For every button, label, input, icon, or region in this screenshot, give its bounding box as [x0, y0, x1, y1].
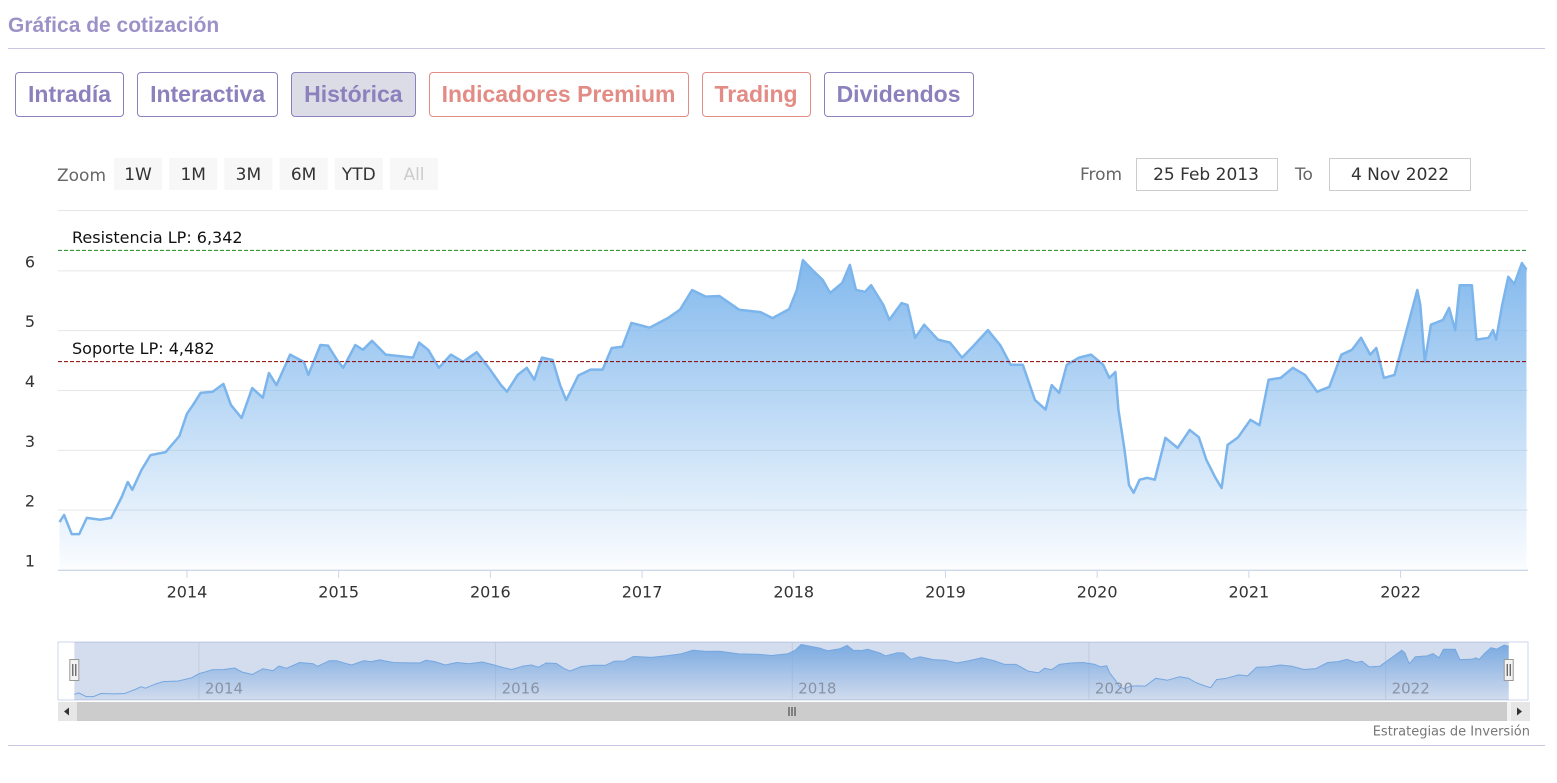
zoom-button-label: 3M: [236, 165, 261, 185]
y-tick-label: 2: [25, 492, 35, 511]
navigator-tick-label: 2014: [205, 680, 243, 698]
page-title: Gráfica de cotización: [8, 14, 220, 37]
to-date: 4 Nov 2022: [1351, 165, 1449, 185]
zoom-button-bg: [114, 158, 162, 190]
x-tick-label: 2021: [1229, 583, 1270, 602]
tab[interactable]: Dividendos: [823, 72, 974, 117]
y-tick-label: 3: [25, 432, 35, 451]
tab[interactable]: Trading: [701, 72, 811, 117]
navigator-handle[interactable]: [1503, 659, 1514, 681]
y-tick-label: 6: [25, 252, 35, 271]
zoom-button-label: 1M: [180, 165, 205, 185]
zoom-button-bg: [334, 158, 383, 190]
zoom-button-bg: [169, 158, 218, 190]
tab[interactable]: Indicadores Premium: [428, 72, 689, 117]
navigator-line: [74, 644, 1509, 698]
x-tick-label: 2022: [1380, 583, 1421, 602]
navigator-tick-label: 2016: [502, 680, 540, 698]
x-tick-label: 2017: [622, 583, 663, 602]
from-date: 25 Feb 2013: [1153, 165, 1259, 185]
from-label: From: [1080, 165, 1122, 185]
tab[interactable]: Interactiva: [137, 72, 279, 117]
y-tick-label: 5: [25, 312, 35, 331]
x-tick-label: 2018: [773, 583, 814, 602]
plot-line-label: Resistencia LP: 6,342: [72, 228, 243, 247]
x-tick-label: 2016: [470, 583, 511, 602]
x-tick-label: 2015: [318, 583, 359, 602]
to-input[interactable]: [1329, 158, 1471, 191]
tab-bar: Intradía Interactiva Histórica Indicadores …: [15, 72, 974, 117]
navigator-handle[interactable]: [69, 659, 80, 681]
y-tick-label: 4: [25, 372, 35, 391]
zoom-button-label: 1W: [124, 165, 152, 185]
navigator-mask: [74, 642, 1509, 700]
zoom-button-bg: [390, 158, 438, 190]
x-tick-label: 2014: [167, 583, 208, 602]
plot-line-label: Soporte LP: 4,482: [72, 339, 215, 358]
zoom-button: All: [390, 158, 438, 190]
zoom-label: Zoom: [57, 166, 106, 186]
zoom-button[interactable]: YTD: [334, 158, 383, 190]
zoom-button-label: 6M: [291, 165, 316, 185]
credits[interactable]: Estrategias de Inversión: [1373, 725, 1530, 740]
zoom-button-label: All: [403, 165, 424, 185]
x-tick-label: 2019: [925, 583, 966, 602]
from-input[interactable]: [1136, 158, 1278, 191]
zoom-button[interactable]: 1M: [169, 158, 218, 190]
zoom-button[interactable]: 1W: [114, 158, 162, 190]
zoom-button-bg: [224, 158, 273, 190]
tab[interactable]: Intradía: [15, 72, 125, 117]
x-tick-label: 2020: [1077, 583, 1118, 602]
zoom-button-label: YTD: [341, 165, 376, 185]
navigator-tick-label: 2020: [1095, 680, 1133, 698]
price-line: [58, 258, 1528, 536]
scrollbar-left-arrow: [64, 707, 69, 716]
navigator-tick-label: 2018: [798, 680, 836, 698]
zoom-button[interactable]: 3M: [224, 158, 273, 190]
navigator-tick-label: 2022: [1392, 680, 1430, 698]
price-area: [59, 260, 1527, 570]
navigator-area: [74, 644, 1509, 700]
zoom-button[interactable]: 6M: [279, 158, 328, 190]
y-tick-label: 1: [25, 552, 35, 571]
tab[interactable]: Histórica: [291, 72, 416, 117]
zoom-button-bg: [279, 158, 328, 190]
to-label: To: [1294, 165, 1313, 185]
scrollbar-right-arrow: [1517, 707, 1522, 716]
